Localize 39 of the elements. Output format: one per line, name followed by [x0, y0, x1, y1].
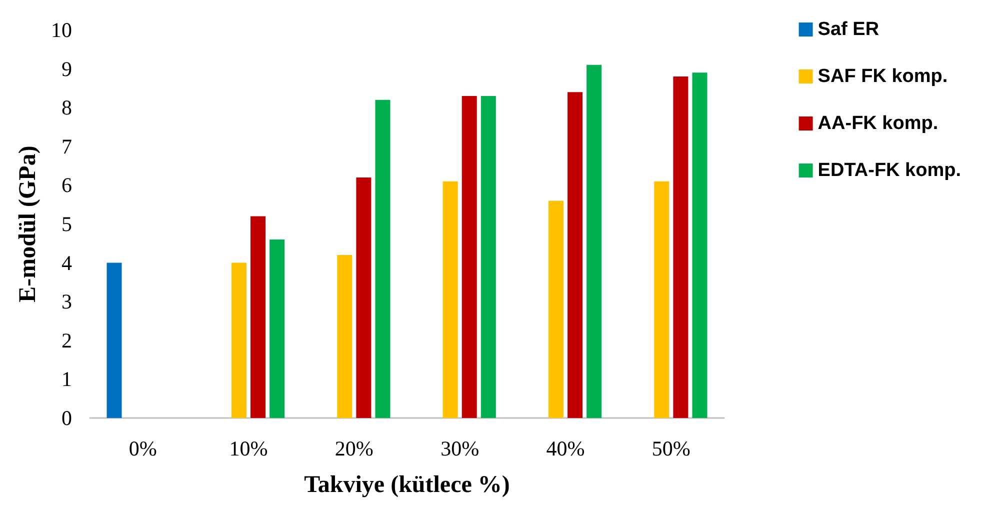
y-tick-label: 9	[62, 56, 72, 81]
y-tick-label: 6	[62, 173, 72, 198]
x-tick-label: 0%	[128, 436, 157, 460]
y-tick-label: 7	[62, 134, 72, 158]
legend-label: Saf ER	[818, 19, 880, 40]
y-tick-label: 1	[62, 367, 72, 392]
bar	[692, 72, 708, 418]
y-tick-label: 8	[62, 96, 72, 120]
x-tick-label: 50%	[652, 436, 690, 460]
bar	[231, 262, 246, 418]
legend-label: AA-FK komp.	[818, 113, 938, 134]
bar	[568, 92, 583, 418]
x-tick-label: 40%	[546, 436, 585, 460]
bar	[250, 216, 266, 418]
x-tick-label: 20%	[334, 436, 374, 460]
bar	[337, 255, 352, 418]
y-tick-label: 5	[62, 212, 72, 236]
x-axis-title: Takviye (kütlece %)	[304, 472, 510, 498]
bar	[356, 177, 372, 418]
bar	[270, 240, 285, 418]
x-tick-label: 30%	[440, 436, 480, 460]
bar	[480, 96, 496, 418]
bar	[442, 181, 458, 418]
bar	[654, 181, 670, 418]
y-tick-label: 3	[62, 290, 72, 314]
y-tick-label: 2	[62, 328, 72, 352]
bar	[375, 100, 390, 418]
y-tick-label: 4	[62, 250, 72, 275]
x-tick-label: 10%	[229, 436, 268, 460]
bar	[673, 76, 688, 418]
y-tick-label: 10	[51, 18, 72, 42]
bar	[548, 200, 564, 418]
bar	[106, 262, 122, 418]
bar	[586, 64, 602, 418]
y-axis-title: E-modül (GPa)	[15, 146, 42, 302]
y-tick-label: 0	[62, 406, 72, 430]
legend-label: SAF FK komp.	[818, 66, 948, 87]
legend-label: EDTA-FK komp.	[818, 160, 962, 181]
bar	[462, 96, 477, 418]
